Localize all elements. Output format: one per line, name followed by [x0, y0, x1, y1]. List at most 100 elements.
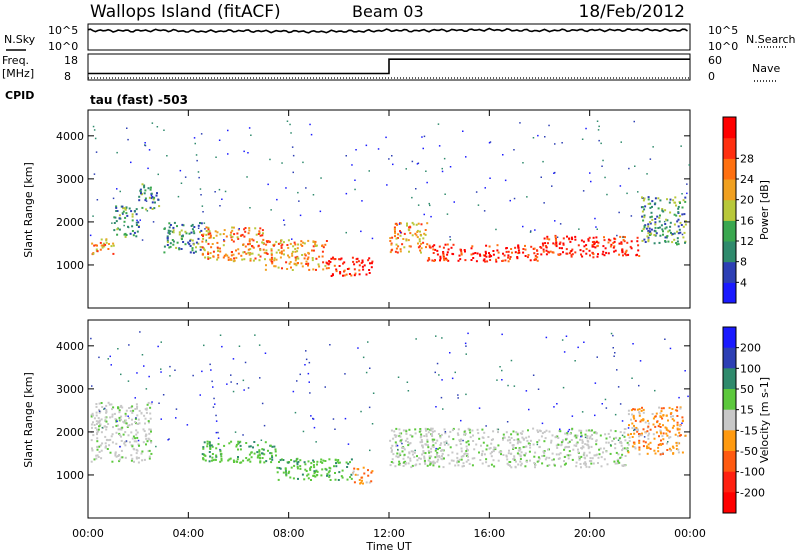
scatter-cell	[581, 138, 584, 140]
range-cell	[395, 237, 398, 240]
range-cell	[434, 456, 437, 459]
scatter-cell	[417, 162, 420, 164]
range-cell	[603, 458, 606, 461]
range-cell	[407, 462, 410, 465]
range-cell	[137, 226, 140, 228]
range-cell	[390, 429, 393, 432]
range-cell	[607, 441, 610, 444]
range-cell	[422, 450, 425, 453]
range-cell	[562, 242, 565, 245]
scatter-cell	[136, 219, 138, 222]
scatter-cell	[423, 213, 425, 216]
range-cell	[624, 236, 626, 239]
scatter-cell	[444, 193, 446, 195]
range-cell	[669, 211, 672, 214]
range-cell	[654, 202, 657, 205]
range-cell	[353, 263, 356, 266]
range-cell	[300, 240, 303, 243]
range-cell	[641, 239, 644, 242]
range-cell	[363, 264, 366, 267]
range-cell	[399, 435, 402, 438]
range-cell	[536, 249, 539, 252]
range-cell	[118, 419, 121, 422]
range-cell	[140, 412, 143, 415]
range-cell	[100, 431, 103, 434]
scatter-cell	[360, 230, 362, 233]
range-cell	[172, 231, 175, 234]
scatter-cell	[357, 347, 359, 349]
range-cell	[193, 226, 196, 228]
range-cell	[676, 220, 679, 223]
range-cell	[258, 450, 261, 453]
range-cell	[391, 444, 394, 447]
range-cell	[643, 238, 646, 241]
range-cell	[269, 457, 272, 460]
range-cell	[210, 459, 213, 462]
range-cell	[507, 256, 510, 259]
range-cell	[259, 461, 262, 464]
range-cell	[662, 438, 665, 441]
range-cell	[166, 241, 169, 244]
range-cell	[135, 429, 138, 432]
range-cell	[92, 434, 95, 437]
range-cell	[464, 452, 467, 455]
scatter-cell	[96, 199, 99, 201]
range-cell	[316, 460, 319, 463]
range-cell	[665, 226, 668, 229]
range-cell	[662, 432, 665, 435]
range-cell	[564, 438, 567, 441]
range-cell	[676, 424, 679, 427]
range-cell	[135, 457, 138, 460]
range-cell	[394, 465, 397, 468]
scatter-cell	[687, 395, 689, 398]
range-cell	[621, 249, 624, 252]
scatter-cell	[462, 130, 464, 132]
range-cell	[394, 232, 397, 235]
range-cell	[191, 228, 194, 231]
scatter-cell	[449, 352, 451, 354]
range-cell	[507, 250, 510, 253]
scatter-cell	[148, 375, 150, 378]
range-cell	[568, 450, 571, 453]
range-cell	[518, 251, 521, 254]
scatter-cell	[324, 386, 326, 388]
range-cell	[415, 234, 418, 237]
range-cell	[675, 448, 678, 450]
range-cell	[438, 456, 441, 459]
range-cell	[315, 257, 318, 260]
range-cell	[309, 468, 312, 471]
range-cell	[424, 233, 427, 236]
range-cell	[401, 446, 403, 449]
range-cell	[180, 248, 183, 250]
range-cell	[474, 252, 477, 254]
range-cell	[481, 450, 484, 453]
range-cell	[459, 258, 462, 261]
range-cell	[578, 458, 581, 461]
range-cell	[138, 199, 141, 202]
range-cell	[483, 431, 486, 434]
range-cell	[543, 450, 546, 452]
range-cell	[209, 444, 212, 447]
range-cell	[481, 452, 484, 455]
range-cell	[307, 239, 310, 242]
range-cell	[393, 434, 396, 437]
range-cell	[398, 460, 401, 463]
range-cell	[277, 266, 280, 269]
range-cell	[113, 412, 116, 415]
range-cell	[485, 244, 488, 247]
range-cell	[90, 439, 93, 442]
range-cell	[405, 239, 408, 242]
range-cell	[145, 437, 148, 440]
range-cell	[111, 433, 114, 436]
scatter-cell	[312, 417, 314, 420]
scatter-cell	[119, 190, 121, 193]
range-cell	[640, 419, 643, 422]
scatter-cell	[554, 220, 556, 222]
scatter-cell	[127, 226, 130, 229]
range-cell	[397, 245, 400, 248]
range-cell	[543, 451, 546, 454]
scatter-cell	[214, 403, 216, 405]
range-cell	[120, 435, 122, 438]
range-cell	[524, 452, 527, 455]
range-cell	[429, 462, 432, 465]
